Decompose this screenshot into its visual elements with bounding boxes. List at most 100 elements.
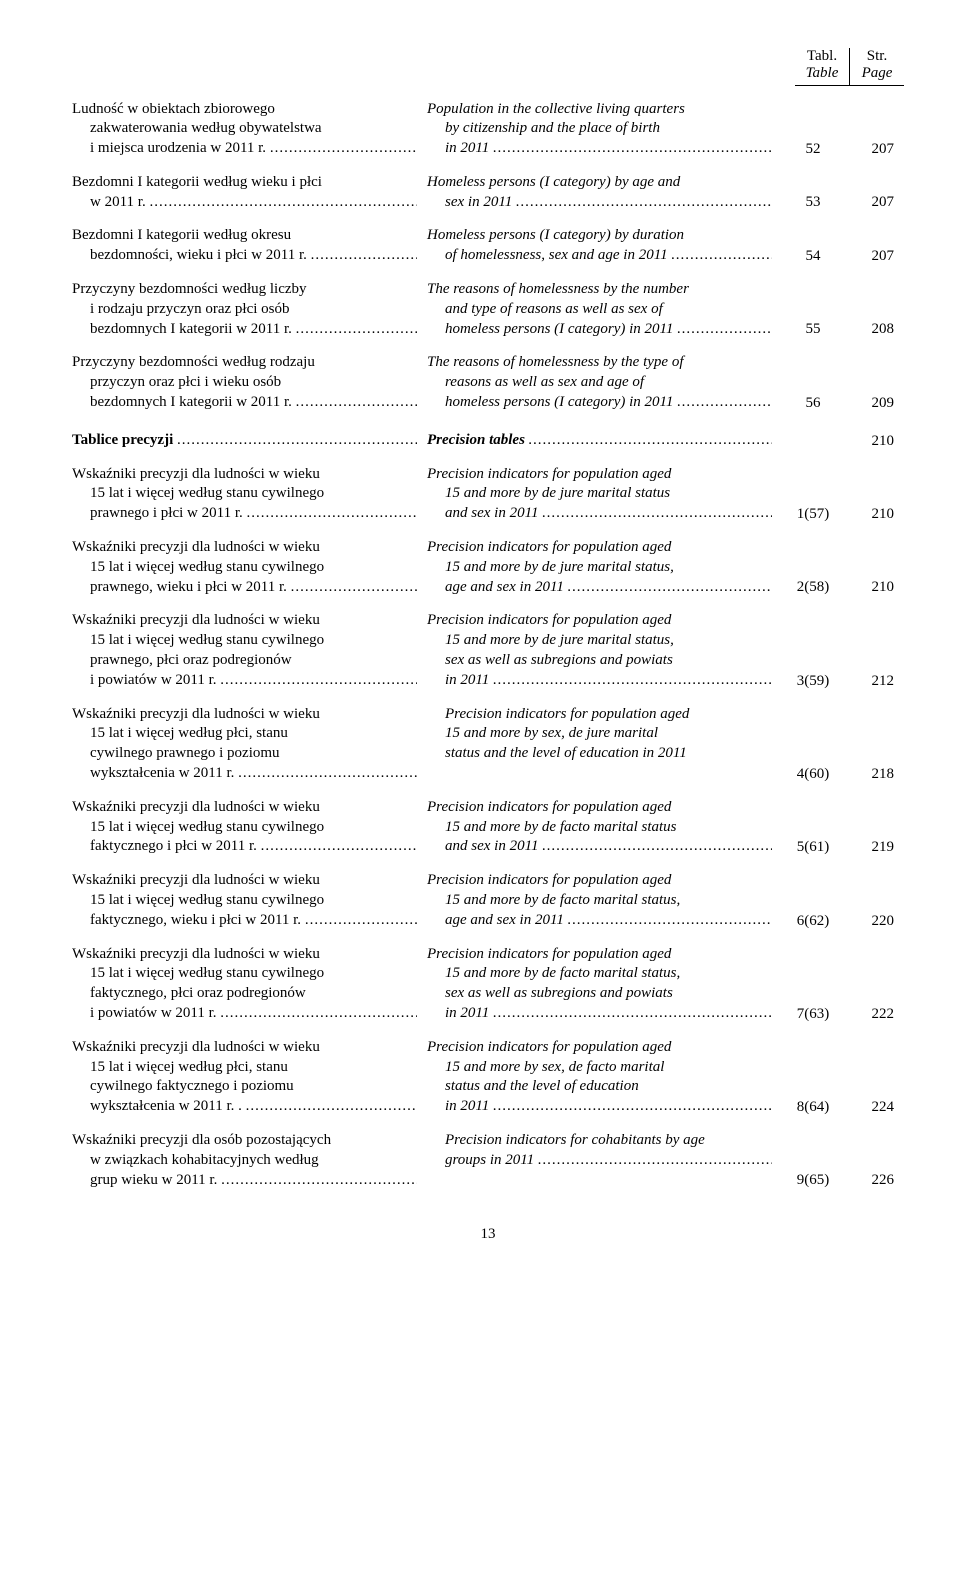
leader-dots: ........................................… bbox=[568, 578, 772, 598]
toc-body: Ludność w obiektach zbiorowegozakwaterow… bbox=[72, 100, 904, 1191]
toc-text-line: Precision tables bbox=[427, 431, 529, 451]
toc-english-text: Precision indicators for population aged… bbox=[427, 945, 782, 1024]
toc-last-line: groups in 2011 .........................… bbox=[427, 1151, 772, 1171]
header-table-col: Tabl. Table bbox=[795, 48, 849, 85]
toc-text-line: przyczyn oraz płci i wieku osób bbox=[72, 373, 417, 393]
toc-text-line: Wskaźniki precyzji dla ludności w wieku bbox=[72, 611, 417, 631]
toc-text-line: reasons as well as sex and age of bbox=[427, 373, 772, 393]
toc-last-line: in 2011 ................................… bbox=[427, 139, 772, 159]
leader-dots: ........................................… bbox=[516, 193, 772, 213]
toc-text-line: Bezdomni I kategorii według okresu bbox=[72, 226, 417, 246]
toc-text-line: 15 lat i więcej według płci, stanu bbox=[72, 724, 417, 744]
page-number: 13 bbox=[72, 1226, 904, 1243]
toc-polish-text: Bezdomni I kategorii według okresubezdom… bbox=[72, 226, 427, 266]
toc-polish-text: Przyczyny bezdomności według rodzajuprzy… bbox=[72, 353, 427, 412]
toc-section-row: Tablice precyzji .......................… bbox=[72, 431, 904, 451]
toc-last-line: age and sex in 2011 ....................… bbox=[427, 578, 772, 598]
toc-page-number: 219 bbox=[844, 839, 894, 857]
toc-text-line: grup wieku w 2011 r. bbox=[90, 1171, 221, 1191]
toc-text-line: sex in 2011 bbox=[445, 193, 516, 213]
toc-page-number: 209 bbox=[844, 395, 894, 413]
toc-last-line: prawnego i płci w 2011 r. ..............… bbox=[72, 504, 417, 524]
toc-page-number: 218 bbox=[844, 766, 894, 784]
toc-text-line: 15 lat i więcej według stanu cywilnego bbox=[72, 558, 417, 578]
toc-last-line: and sex in 2011 ........................… bbox=[427, 504, 772, 524]
toc-last-line: of homelessness, sex and age in 2011 ...… bbox=[427, 246, 772, 266]
toc-polish-text: Wskaźniki precyzji dla osób pozostającyc… bbox=[72, 1131, 427, 1190]
toc-text-line: i rodzaju przyczyn oraz płci osób bbox=[72, 300, 417, 320]
toc-last-line: i miejsca urodzenia w 2011 r. ..........… bbox=[72, 139, 417, 159]
toc-text-line: 15 and more by sex, de jure marital bbox=[427, 724, 772, 744]
toc-text-line: Precision indicators for population aged bbox=[427, 798, 772, 818]
toc-english-text: Precision indicators for population aged… bbox=[427, 798, 782, 857]
toc-last-line: in 2011 ................................… bbox=[427, 671, 772, 691]
toc-table-number: 5(61) bbox=[782, 839, 844, 857]
toc-table-number: 53 bbox=[782, 194, 844, 212]
toc-text-line: 15 and more by de jure marital status, bbox=[427, 631, 772, 651]
toc-last-line: in 2011 ................................… bbox=[427, 1097, 772, 1117]
toc-english-text: The reasons of homelessness by the type … bbox=[427, 353, 782, 412]
leader-dots: ........................................… bbox=[220, 671, 417, 691]
toc-english-text: Precision indicators for population aged… bbox=[427, 465, 782, 524]
toc-text-line: i powiatów w 2011 r. bbox=[90, 1004, 220, 1024]
toc-page-number: 224 bbox=[844, 1099, 894, 1117]
toc-text-line: 15 and more by sex, de facto marital bbox=[427, 1058, 772, 1078]
leader-dots: ........................................… bbox=[296, 320, 417, 340]
toc-last-line: homeless persons (I category) in 2011 ..… bbox=[427, 320, 772, 340]
toc-table-number: 52 bbox=[782, 141, 844, 159]
toc-text-line: age and sex in 2011 bbox=[445, 578, 568, 598]
toc-text-line: The reasons of homelessness by the type … bbox=[427, 353, 772, 373]
header-page: Page bbox=[850, 65, 904, 82]
toc-page-number: 210 bbox=[844, 433, 894, 451]
toc-text-line: 15 lat i więcej według stanu cywilnego bbox=[72, 891, 417, 911]
toc-text-line: Wskaźniki precyzji dla ludności w wieku bbox=[72, 798, 417, 818]
toc-table-number: 54 bbox=[782, 248, 844, 266]
toc-english-text: Homeless persons (I category) by age and… bbox=[427, 173, 782, 213]
toc-text-line: bezdomnych I kategorii w 2011 r. bbox=[90, 393, 296, 413]
toc-text-line: in 2011 bbox=[445, 671, 493, 691]
leader-dots: ........................................… bbox=[493, 1004, 772, 1024]
toc-table-number: 55 bbox=[782, 321, 844, 339]
toc-text-line: homeless persons (I category) in 2011 bbox=[445, 393, 677, 413]
toc-english-text: Precision indicators for population aged… bbox=[427, 705, 782, 764]
toc-page-number: 207 bbox=[844, 194, 894, 212]
toc-text-line: status and the level of education bbox=[427, 1077, 772, 1097]
toc-last-line: grup wieku w 2011 r. ...................… bbox=[72, 1171, 417, 1191]
toc-text-line: cywilnego prawnego i poziomu bbox=[72, 744, 417, 764]
toc-text-line: Wskaźniki precyzji dla ludności w wieku bbox=[72, 705, 417, 725]
toc-text-line: and type of reasons as well as sex of bbox=[427, 300, 772, 320]
leader-dots: ........................................… bbox=[568, 911, 772, 931]
toc-row: Ludność w obiektach zbiorowegozakwaterow… bbox=[72, 100, 904, 159]
toc-text-line: Tablice precyzji bbox=[72, 431, 177, 451]
toc-polish-text: Przyczyny bezdomności według liczbyi rod… bbox=[72, 280, 427, 339]
toc-last-line: bezdomnych I kategorii w 2011 r. .......… bbox=[72, 393, 417, 413]
header-str: Str. bbox=[867, 48, 887, 64]
toc-table-number bbox=[782, 450, 844, 451]
toc-last-line: faktycznego, wieku i płci w 2011 r. ....… bbox=[72, 911, 417, 931]
toc-text-line: and sex in 2011 bbox=[445, 837, 542, 857]
toc-last-line: i powiatów w 2011 r. ...................… bbox=[72, 1004, 417, 1024]
leader-dots: ........................................… bbox=[270, 139, 417, 159]
toc-page-number: 207 bbox=[844, 248, 894, 266]
toc-table-number: 1(57) bbox=[782, 506, 844, 524]
toc-page-number: 210 bbox=[844, 506, 894, 524]
toc-last-line: faktycznego i płci w 2011 r. ...........… bbox=[72, 837, 417, 857]
toc-text-line: prawnego, płci oraz podregionów bbox=[72, 651, 417, 671]
toc-last-line: bezdomnych I kategorii w 2011 r. .......… bbox=[72, 320, 417, 340]
toc-page-number: 212 bbox=[844, 673, 894, 691]
toc-english-text: Precision tables .......................… bbox=[427, 431, 782, 451]
toc-text-line: Wskaźniki precyzji dla ludności w wieku bbox=[72, 871, 417, 891]
toc-text-line: 15 lat i więcej według stanu cywilnego bbox=[72, 964, 417, 984]
toc-last-line: Precision tables .......................… bbox=[427, 431, 772, 451]
toc-text-line: w związkach kohabitacyjnych według bbox=[72, 1151, 417, 1171]
toc-table-number: 6(62) bbox=[782, 913, 844, 931]
toc-polish-text: Wskaźniki precyzji dla ludności w wieku1… bbox=[72, 945, 427, 1024]
toc-text-line: Precision indicators for population aged bbox=[427, 1038, 772, 1058]
toc-last-line: sex in 2011 ............................… bbox=[427, 193, 772, 213]
toc-row: Bezdomni I kategorii według wieku i płci… bbox=[72, 173, 904, 213]
toc-text-line: bezdomnych I kategorii w 2011 r. bbox=[90, 320, 296, 340]
toc-text-line: 15 and more by de facto marital status bbox=[427, 818, 772, 838]
toc-page-number: 222 bbox=[844, 1006, 894, 1024]
toc-last-line: wykształcenia w 2011 r. . ..............… bbox=[72, 1097, 417, 1117]
toc-text-line: Precision indicators for population aged bbox=[427, 705, 772, 725]
